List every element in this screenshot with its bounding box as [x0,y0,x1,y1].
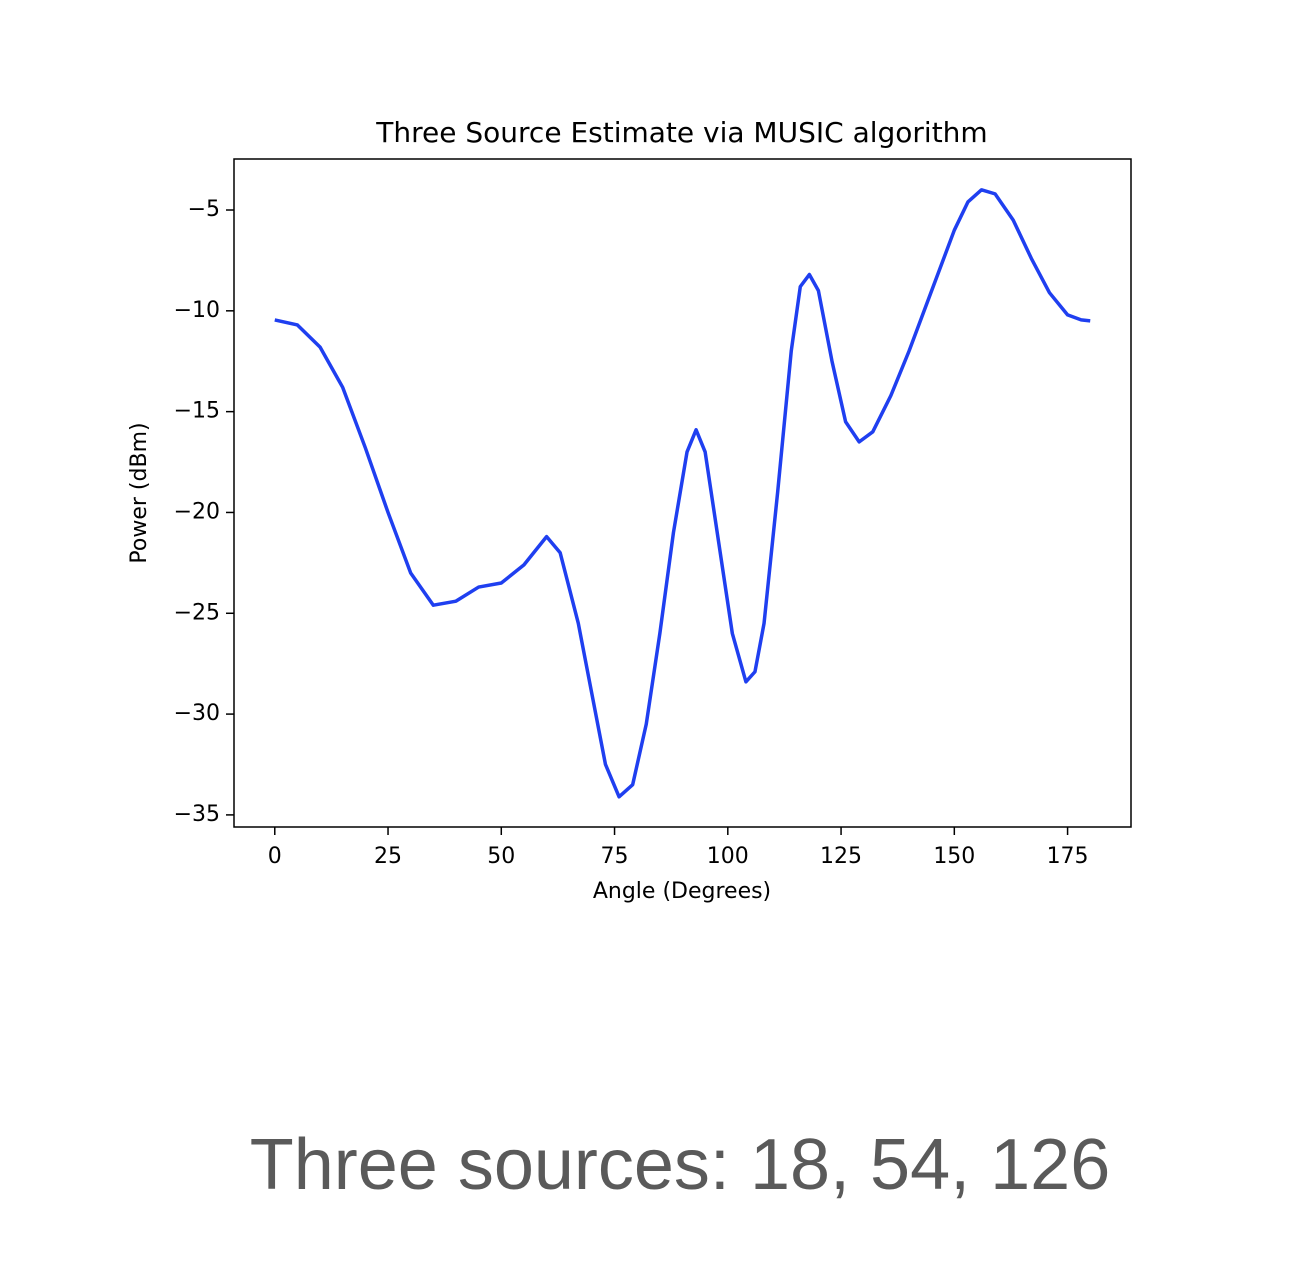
x-axis-label: Angle (Degrees) [593,879,771,904]
y-tick-label: −30 [174,701,220,726]
x-tick-label: 50 [487,844,515,869]
x-tick-label: 0 [268,844,282,869]
caption: Three sources: 18, 54, 126 [250,1125,1111,1205]
y-tick-label: −5 [188,197,220,222]
x-tick-label: 100 [707,844,749,869]
x-tick-label: 125 [820,844,862,869]
x-tick-label: 25 [374,844,402,869]
y-tick-label: −35 [174,802,220,827]
y-tick-label: −10 [174,298,220,323]
x-tick-label: 75 [601,844,629,869]
y-axis-label: Power (dBm) [127,422,152,563]
x-tick-label: 150 [933,844,975,869]
data-line [274,188,1091,799]
x-tick-label: 175 [1047,844,1089,869]
plot-frame [233,158,1132,828]
y-tick-label: −20 [174,499,220,524]
y-tick-label: −15 [174,399,220,424]
y-tick-label: −25 [174,600,220,625]
chart-title: Three Source Estimate via MUSIC algorith… [375,116,987,149]
